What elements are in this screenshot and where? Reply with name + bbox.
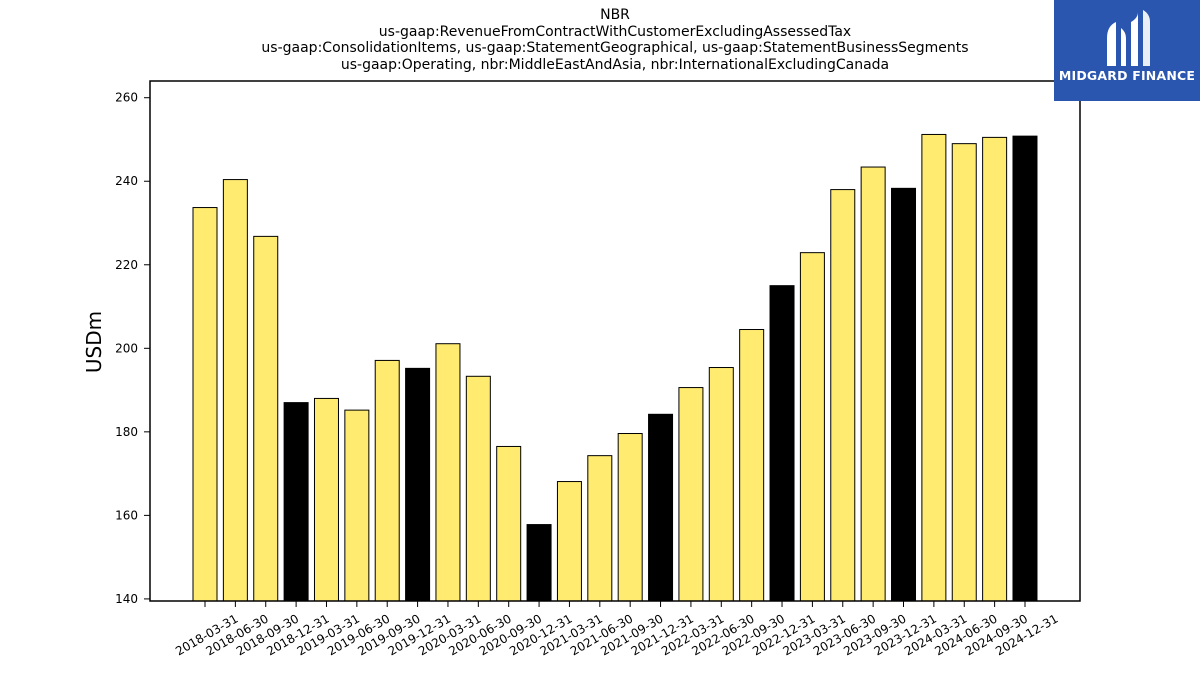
bar-2023-03-31 [799,252,825,602]
bar-2021-03-31 [556,481,582,602]
bar-2019-03-31 [313,397,339,602]
bar-2022-06-30 [708,367,734,602]
y-tick-label: 260 [115,91,138,105]
brand-logo: MIDGARD FINANCE [1054,0,1200,101]
y-tick-label: 140 [115,592,138,606]
bar-2019-09-30 [374,359,400,602]
x-axis: 2018-03-312018-06-302018-09-302018-12-31… [173,601,1060,658]
bar-2024-06-30 [951,143,977,602]
bar-2021-09-30 [617,433,643,602]
bar-2020-12-31 [526,524,552,602]
brand-name: MIDGARD FINANCE [1058,68,1196,83]
y-axis: 140 160 180 200 220 240 260 [115,91,150,606]
bar-2022-03-31 [678,387,704,602]
bar-2019-12-31 [405,367,431,602]
plot-frame [149,80,1081,602]
title-line: us-gaap:RevenueFromContractWithCustomerE… [378,23,852,40]
title-line: us-gaap:Operating, nbr:MiddleEastAndAsia… [340,56,890,73]
y-tick-label: 180 [115,425,138,439]
title-line: NBR [600,7,630,23]
bar-2018-09-30 [253,235,279,602]
bar-2024-09-30 [982,136,1008,602]
bar-2021-12-31 [648,413,674,602]
y-tick-label: 240 [115,174,138,188]
title-line: us-gaap:ConsolidationItems, us-gaap:Stat… [261,40,969,56]
y-tick-label: 200 [115,341,138,355]
bars-group [192,133,1038,602]
midgard-logo-icon [1107,10,1150,66]
bar-2019-06-30 [344,409,370,602]
y-tick-label: 160 [115,508,138,522]
bar-2024-03-31 [921,133,947,602]
bar-2018-12-31 [283,402,309,602]
bar-2020-09-30 [496,445,522,602]
bar-2018-06-30 [222,179,248,602]
bar-2021-06-30 [587,455,613,602]
bar-2023-09-30 [860,166,886,602]
bar-2024-12-31 [1012,135,1038,602]
bar-2022-09-30 [739,329,765,602]
bar-2023-12-31 [891,187,917,602]
bar-2020-06-30 [465,375,491,602]
bar-2018-03-31 [192,207,218,602]
chart-title: NBR us-gaap:RevenueFromContractWithCusto… [0,7,1200,73]
bar-2023-06-30 [830,189,856,602]
bar-2022-12-31 [769,285,795,602]
y-tick-label: 220 [115,258,138,272]
bar-2020-03-31 [435,343,461,602]
y-axis-label: USDm [82,311,106,373]
